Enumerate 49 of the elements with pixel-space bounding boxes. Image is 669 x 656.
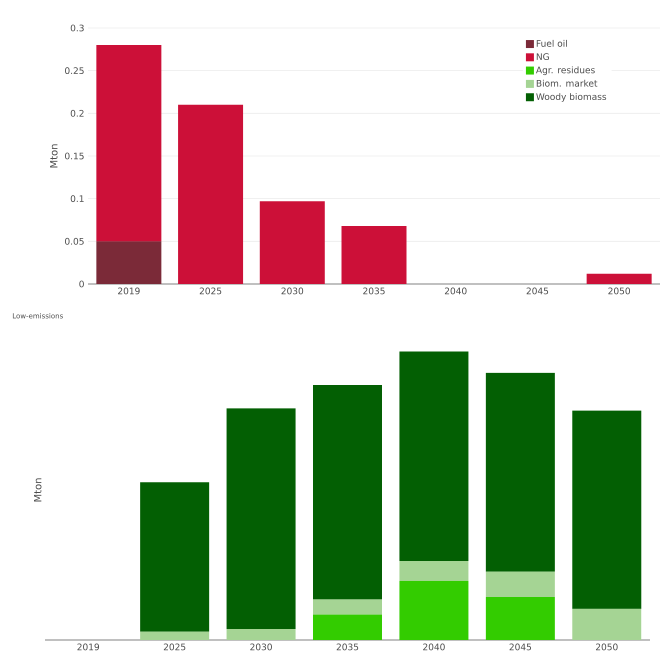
x-tick-label: 2019 — [77, 644, 100, 650]
y-tick-label: 0.1 — [70, 195, 84, 202]
y-axis-title: Mton — [34, 478, 42, 502]
bar — [399, 352, 468, 561]
x-tick-label: 2025 — [200, 288, 222, 294]
bar — [96, 241, 162, 284]
x-tick-label: 2045 — [510, 644, 532, 650]
bar — [313, 614, 382, 640]
y-tick-label: 0.3 — [70, 24, 84, 32]
bar — [342, 226, 407, 284]
bar — [399, 580, 468, 640]
x-tick-label: 2035 — [363, 288, 385, 294]
bar — [486, 597, 555, 640]
bar — [226, 629, 296, 640]
x-tick-label: 2045 — [526, 288, 548, 294]
legend-label: Biom. market — [536, 80, 598, 87]
y-tick-label: 0.15 — [65, 152, 84, 160]
bar — [486, 572, 555, 598]
y-tick-label: 0 — [79, 280, 84, 288]
bar — [178, 104, 244, 284]
x-tick-label: 2050 — [596, 644, 618, 650]
legend-label: NG — [536, 53, 549, 60]
bar — [96, 45, 162, 242]
bar — [260, 201, 325, 284]
x-tick-label: 2025 — [164, 644, 186, 650]
legend-label: Fuel oil — [536, 40, 567, 47]
bar — [226, 408, 296, 630]
x-tick-label: 2030 — [250, 644, 272, 650]
x-tick-label: 2035 — [336, 644, 358, 650]
x-tick-label: 2040 — [423, 644, 445, 650]
bar — [313, 384, 382, 600]
y-tick-label: 0.05 — [65, 238, 84, 245]
bar — [572, 410, 642, 609]
y-tick-label: 0.25 — [65, 67, 84, 74]
x-tick-label: 2019 — [118, 288, 140, 294]
y-tick-label: 0.2 — [70, 110, 84, 117]
x-tick-label: 2040 — [444, 288, 467, 294]
x-tick-label: 2030 — [281, 288, 304, 294]
bar — [586, 274, 652, 284]
bar — [399, 560, 468, 581]
x-tick-label: 2050 — [608, 288, 630, 294]
legend-label: Woody biomass — [536, 93, 606, 102]
legend-label: Agr. residues — [536, 66, 595, 76]
bar — [572, 608, 642, 640]
bar — [140, 632, 210, 640]
bar — [140, 482, 210, 632]
bar — [313, 599, 382, 615]
bar — [486, 372, 555, 572]
y-axis-title: Mton — [50, 144, 58, 168]
